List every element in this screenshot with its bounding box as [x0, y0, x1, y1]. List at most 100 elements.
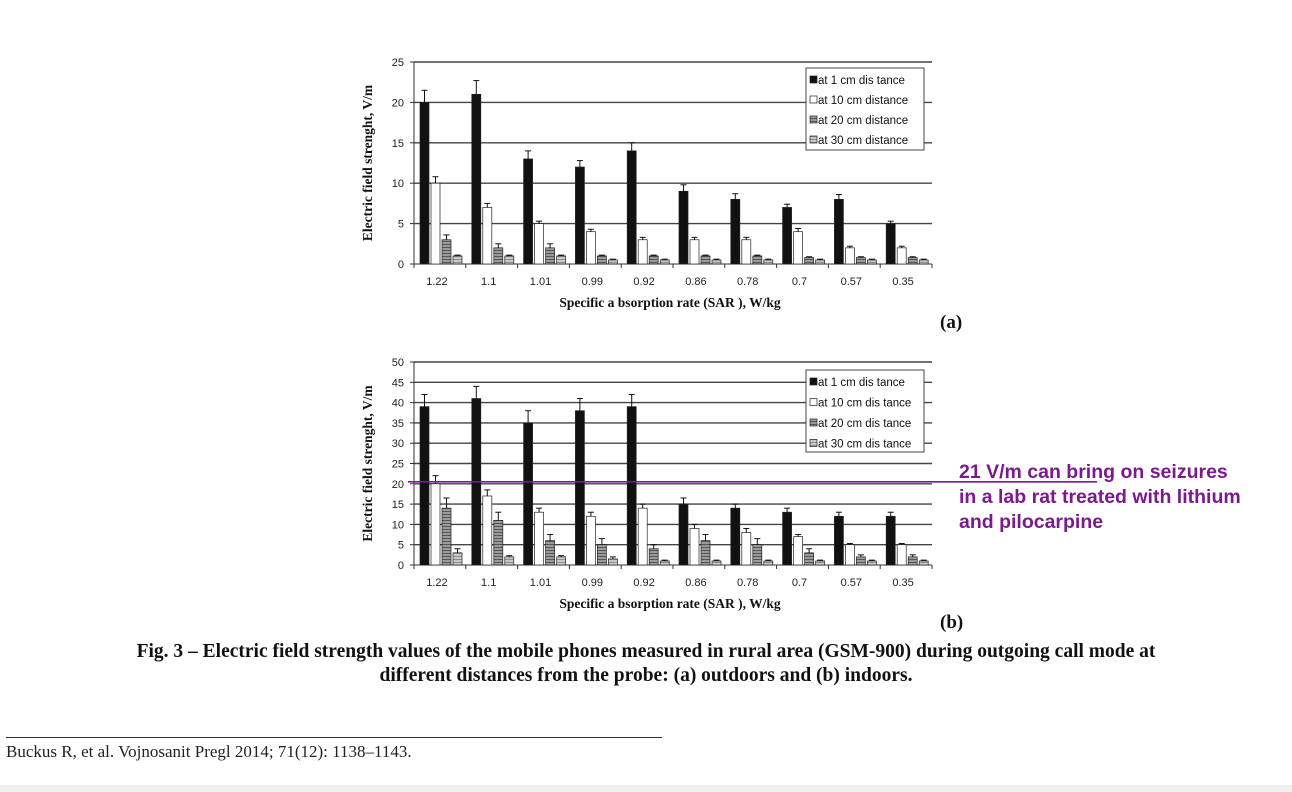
y-tick-label: 10: [392, 178, 404, 190]
bar: [626, 150, 637, 265]
y-tick-label: 25: [392, 57, 404, 69]
reference-citation: Buckus R, et al. Vojnosanit Pregl 2014; …: [6, 742, 412, 761]
legend-label: at 30 cm distance: [818, 135, 908, 147]
bar: [763, 259, 774, 265]
bar: [586, 515, 596, 566]
bar: [678, 190, 689, 265]
x-tick-label: 0.86: [685, 276, 706, 288]
x-tick-label: 1.01: [530, 276, 551, 288]
bar: [741, 239, 752, 265]
bar: [659, 560, 670, 566]
bar: [545, 247, 555, 265]
bar: [741, 532, 752, 566]
bar: [804, 257, 814, 265]
y-tick-label: 10: [392, 519, 404, 531]
x-tick-label: 0.78: [737, 276, 758, 288]
bar: [608, 558, 618, 566]
bar: [493, 247, 504, 265]
y-tick-label: 5: [398, 219, 404, 231]
bar: [782, 511, 792, 566]
x-tick-label: 0.35: [892, 577, 913, 589]
y-tick-label: 50: [392, 357, 404, 369]
x-tick-label: 1.22: [426, 276, 447, 288]
bar: [689, 239, 700, 265]
bar: [730, 507, 741, 566]
x-axis-title: Specific a bsorption rate (SAR ), W/kg: [559, 295, 781, 310]
x-tick-label: 1.01: [530, 577, 551, 589]
bar: [626, 406, 637, 566]
bar: [659, 259, 670, 265]
bar: [700, 255, 711, 265]
legend: at 1 cm dis tance at 10 cm distance at 20 …: [805, 67, 925, 151]
bar: [711, 259, 722, 265]
x-tick-label: 0.99: [582, 276, 603, 288]
bar: [763, 560, 774, 566]
legend-swatch: [809, 377, 818, 386]
bar: [471, 93, 482, 265]
annotation-line-2: in a lab rat treated with lithium: [959, 486, 1241, 508]
bar: [575, 166, 585, 265]
bar: [556, 556, 566, 566]
bar: [752, 544, 763, 566]
seizure-annotation: 21 V/m can bring on seizures in a lab ra…: [959, 460, 1241, 535]
bar: [452, 552, 463, 566]
bar: [504, 255, 515, 265]
bar: [523, 422, 533, 566]
bar: [575, 410, 585, 566]
figure-caption: Fig. 3 – Electric field strength values …: [0, 640, 1292, 688]
panel-label-b: (b): [940, 612, 964, 633]
legend-label: at 10 cm distance: [818, 95, 908, 107]
legend-swatch: [809, 75, 818, 84]
bar: [482, 207, 493, 265]
bar: [700, 540, 711, 566]
bar: [730, 199, 741, 265]
bar: [441, 239, 452, 265]
y-axis-title: Electric field strenght, V/m: [360, 385, 375, 542]
legend-swatch: [809, 418, 818, 427]
bar: [896, 544, 907, 566]
bar: [782, 207, 792, 265]
bar: [648, 548, 659, 566]
bar: [545, 540, 555, 566]
bar: [637, 239, 648, 265]
bar: [430, 483, 441, 566]
x-tick-label: 0.92: [633, 276, 654, 288]
y-tick-label: 15: [392, 138, 404, 150]
legend-swatch: [809, 115, 818, 124]
bar: [482, 495, 493, 566]
bar: [918, 560, 929, 566]
y-tick-label: 45: [392, 377, 404, 389]
bar: [815, 259, 825, 265]
bar: [845, 544, 855, 566]
bar: [885, 223, 896, 265]
bar: [534, 223, 544, 265]
y-tick-label: 40: [392, 398, 404, 410]
caption-line-1: Fig. 3 – Electric field strength values …: [136, 641, 1156, 662]
legend-label: at 1 cm dis tance: [818, 377, 905, 389]
bar: [534, 511, 544, 566]
bar: [597, 544, 607, 566]
x-tick-label: 1.22: [426, 577, 447, 589]
bar: [867, 259, 877, 265]
y-tick-label: 25: [392, 459, 404, 471]
bar: [907, 556, 918, 566]
x-tick-label: 0.86: [685, 577, 706, 589]
bar: [597, 255, 607, 265]
x-tick-label: 0.7: [792, 276, 807, 288]
caption-line-2: different distances from the probe: (a) …: [379, 665, 913, 686]
x-tick-label: 0.78: [737, 577, 758, 589]
bar: [867, 560, 877, 566]
bar: [419, 406, 430, 566]
bar: [419, 102, 430, 265]
bar: [608, 259, 618, 265]
bar: [834, 199, 844, 265]
y-tick-label: 5: [398, 540, 404, 552]
bar: [689, 528, 700, 566]
bar: [523, 158, 533, 265]
y-tick-label: 15: [392, 499, 404, 511]
bar: [815, 560, 825, 566]
x-tick-label: 1.1: [481, 577, 496, 589]
legend-label: at 20 cm dis tance: [818, 418, 911, 430]
y-tick-label: 0: [398, 560, 404, 572]
